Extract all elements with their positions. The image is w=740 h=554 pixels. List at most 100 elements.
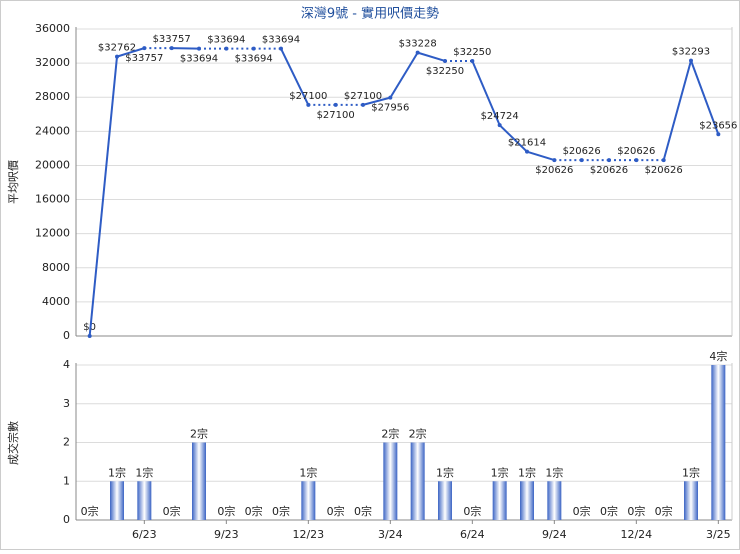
line-segment [690, 60, 720, 135]
data-label: $33228 [399, 39, 437, 50]
data-label: 1宗 [436, 465, 454, 479]
bar [684, 481, 698, 520]
data-label: 0宗 [463, 504, 481, 518]
data-label: $33694 [262, 35, 300, 46]
data-label: $20626 [617, 146, 655, 157]
line-segment [362, 96, 391, 106]
data-label: 0宗 [272, 504, 290, 518]
y-tick-label: 4 [63, 358, 70, 371]
x-tick-label: 6/23 [132, 528, 157, 541]
data-label: 2宗 [381, 427, 399, 441]
bar [711, 365, 726, 520]
x-tick-label: 3/25 [706, 528, 731, 541]
data-label: 0宗 [327, 504, 345, 518]
bar [192, 442, 206, 520]
bar [110, 481, 124, 520]
line-segment [171, 47, 200, 50]
y-tick-label: 20000 [35, 158, 70, 171]
y-tick-label: 0 [63, 513, 70, 526]
data-label: $20626 [535, 165, 573, 176]
bar [438, 481, 452, 520]
data-label: 1宗 [682, 465, 700, 479]
bar [410, 442, 425, 520]
data-label: $27100 [289, 91, 327, 102]
bar [137, 481, 152, 520]
data-label: $20626 [590, 165, 628, 176]
y-tick-label: 1 [63, 474, 70, 487]
data-label: 1宗 [135, 465, 153, 479]
data-label: $27100 [344, 91, 382, 102]
line-segment [116, 47, 145, 58]
data-label: $32250 [426, 66, 464, 77]
y-tick-label: 0 [63, 329, 70, 342]
bar [520, 481, 534, 520]
data-label: $27956 [371, 103, 409, 114]
x-tick-label: 12/23 [292, 528, 324, 541]
data-label: 0宗 [245, 504, 263, 518]
y-tick-label: 36000 [35, 22, 70, 35]
y-tick-label: 2 [63, 436, 70, 449]
x-tick-label: 3/24 [378, 528, 403, 541]
line-segment [417, 51, 446, 62]
line-segment [526, 150, 555, 162]
data-label: 1宗 [491, 465, 509, 479]
data-label: 4宗 [709, 349, 727, 363]
data-label: $27100 [317, 110, 355, 121]
data-label: $20626 [645, 165, 683, 176]
y-tick-label: 28000 [35, 90, 70, 103]
bar [301, 481, 316, 520]
point [716, 132, 721, 137]
x-tick-label: 12/24 [620, 528, 652, 541]
data-label: $32250 [453, 47, 491, 58]
data-label: $24724 [481, 111, 519, 122]
data-label: 1宗 [299, 465, 317, 479]
data-label: 0宗 [600, 504, 618, 518]
data-label: $33757 [153, 34, 191, 45]
chart-title: 深灣9號 - 實用呎價走勢 [301, 6, 439, 22]
y-tick-label: 24000 [35, 124, 70, 137]
line-segment [280, 48, 310, 106]
data-label: $23656 [699, 120, 737, 131]
data-label: 1宗 [108, 465, 126, 479]
data-label: 2宗 [409, 427, 427, 441]
line-segment [389, 52, 419, 99]
data-label: $32293 [672, 47, 710, 58]
y-axis-label: 成交宗數 [6, 421, 20, 465]
bar [492, 481, 507, 520]
data-label: 1宗 [545, 465, 563, 479]
x-tick-label: 9/24 [542, 528, 567, 541]
x-tick-label: 9/23 [214, 528, 239, 541]
bar [547, 481, 562, 520]
y-tick-label: 3 [63, 397, 70, 410]
data-label: 2宗 [190, 427, 208, 441]
line-segment [662, 60, 692, 161]
bar [383, 442, 398, 520]
data-label: $33694 [180, 54, 218, 65]
data-label: 0宗 [354, 504, 372, 518]
line-segment [498, 124, 528, 153]
data-label: $21614 [508, 138, 546, 149]
data-label: 1宗 [518, 465, 536, 479]
data-label: 0宗 [573, 504, 591, 518]
y-tick-label: 16000 [35, 193, 70, 206]
data-label: $32762 [98, 43, 136, 54]
y-tick-label: 4000 [42, 295, 70, 308]
y-tick-label: 8000 [42, 261, 70, 274]
data-label: 0宗 [217, 504, 235, 518]
data-label: 0宗 [655, 504, 673, 518]
line-segment [471, 60, 501, 126]
y-axis-label: 平均呎價 [6, 160, 20, 204]
data-label: $20626 [563, 146, 601, 157]
y-tick-label: 32000 [35, 56, 70, 69]
data-label: $33757 [125, 53, 163, 64]
data-label: 0宗 [163, 504, 181, 518]
data-label: $33694 [235, 54, 273, 65]
line-segment [88, 56, 118, 337]
data-label: 0宗 [81, 504, 99, 518]
x-tick-label: 6/24 [460, 528, 485, 541]
data-label: 0宗 [627, 504, 645, 518]
y-tick-label: 12000 [35, 227, 70, 240]
data-label: $33694 [207, 35, 245, 46]
